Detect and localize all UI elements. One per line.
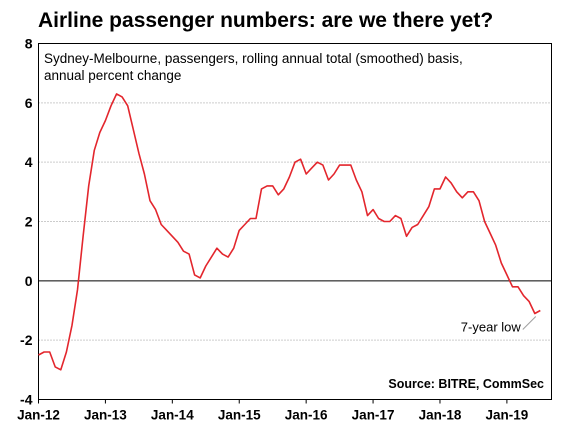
plot-frame [38,43,552,400]
y-axis-ticks: 8 6 4 2 0 -2 -4 [20,36,33,408]
x-tick-label: Jan-15 [218,408,261,423]
annotation-leader [522,316,537,330]
x-axis-ticks: Jan-12 Jan-13 Jan-14 Jan-15 Jan-16 Jan-17 Jan-… [17,399,529,423]
chart-subtitle-line-1: Sydney-Melbourne, passengers, rolling an… [44,51,463,66]
y-tick-label: 8 [25,36,33,52]
gridlines [38,102,552,341]
chart-subtitle-line-2: annual percent change [44,68,181,83]
y-tick-label: 2 [25,214,33,230]
y-tick-label: 4 [25,154,33,170]
x-tick-label: Jan-17 [352,408,395,423]
y-tick-label: 0 [25,273,33,289]
y-tick-label: -4 [20,392,33,408]
x-tick-label: Jan-19 [486,408,529,423]
x-tick-label: Jan-13 [84,408,127,423]
y-tick-label: -2 [20,332,33,348]
annotations: 7-year low [461,316,537,334]
x-tick-label: Jan-16 [285,408,328,423]
x-tick-label: Jan-12 [17,408,60,423]
series-layer [38,93,541,371]
source-note: Source: BITRE, CommSec [388,377,544,391]
chart-title: Airline passenger numbers: are we there … [38,9,493,32]
x-tick-label: Jan-18 [419,408,462,423]
y-tick-label: 6 [25,95,33,111]
x-tick-label: Jan-14 [151,408,194,423]
annotation-label: 7-year low [461,319,522,334]
series-line [38,93,541,371]
